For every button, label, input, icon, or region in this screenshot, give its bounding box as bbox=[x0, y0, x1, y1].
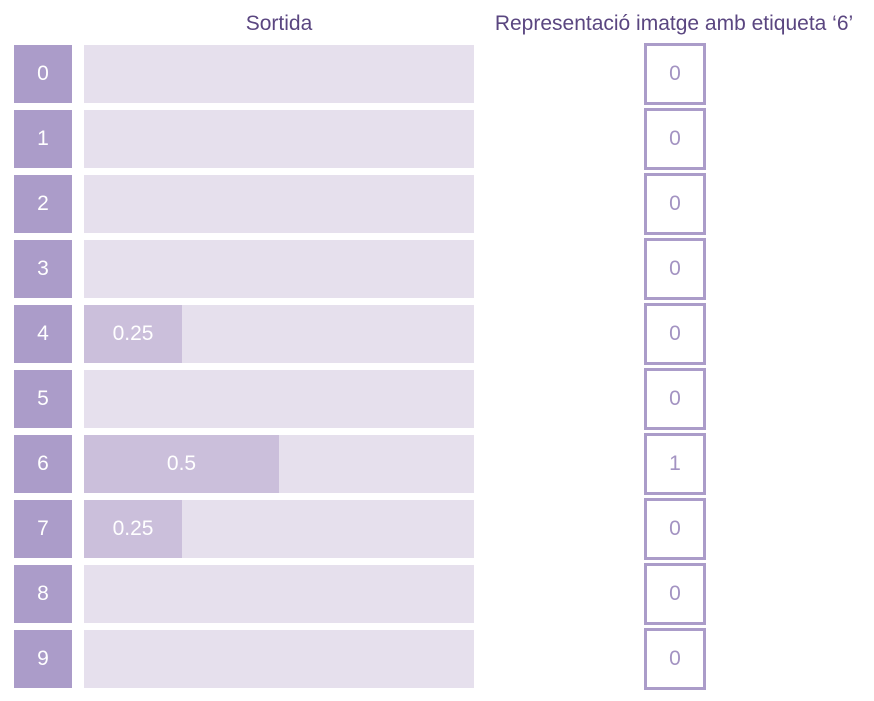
onehot-value: 0 bbox=[644, 238, 706, 300]
class-label: 8 bbox=[14, 565, 72, 623]
output-bar-fill: 0.25 bbox=[84, 500, 182, 558]
class-row: 7 0.25 0 bbox=[0, 498, 874, 560]
onehot-value: 0 bbox=[644, 108, 706, 170]
output-bar-track bbox=[84, 45, 474, 103]
output-header: Sortida bbox=[245, 12, 313, 35]
class-label: 7 bbox=[14, 500, 72, 558]
onehot-value: 0 bbox=[644, 173, 706, 235]
class-label: 4 bbox=[14, 305, 72, 363]
output-bar-track bbox=[84, 175, 474, 233]
onehot-value: 0 bbox=[644, 43, 706, 105]
output-bar-track bbox=[84, 110, 474, 168]
output-bar-track: 0.5 bbox=[84, 435, 474, 493]
class-label: 5 bbox=[14, 370, 72, 428]
class-row: 6 0.5 1 bbox=[0, 433, 874, 495]
onehot-value: 0 bbox=[644, 628, 706, 690]
class-label: 1 bbox=[14, 110, 72, 168]
output-bar-track bbox=[84, 630, 474, 688]
output-bar-fill: 0.25 bbox=[84, 305, 182, 363]
output-bar-fill: 0.5 bbox=[84, 435, 279, 493]
class-rows: 0 0 1 0 2 0 3 0 4 0.25 0 5 0 6 0.5 1 7 0.25 0 8 0 9 0 bbox=[0, 43, 874, 695]
onehot-value: 1 bbox=[644, 433, 706, 495]
output-bar-track: 0.25 bbox=[84, 305, 474, 363]
class-label: 2 bbox=[14, 175, 72, 233]
output-bar-track bbox=[84, 240, 474, 298]
class-label: 3 bbox=[14, 240, 72, 298]
onehot-value: 0 bbox=[644, 303, 706, 365]
class-label: 0 bbox=[14, 45, 72, 103]
onehot-value: 0 bbox=[644, 368, 706, 430]
class-label: 6 bbox=[14, 435, 72, 493]
onehot-value: 0 bbox=[644, 498, 706, 560]
representation-header: Representació imatge amb etiqueta ‘6’ bbox=[494, 12, 854, 35]
output-bar-track bbox=[84, 370, 474, 428]
output-bar-track bbox=[84, 565, 474, 623]
class-label: 9 bbox=[14, 630, 72, 688]
class-row: 4 0.25 0 bbox=[0, 303, 874, 365]
onehot-value: 0 bbox=[644, 563, 706, 625]
output-bar-track: 0.25 bbox=[84, 500, 474, 558]
